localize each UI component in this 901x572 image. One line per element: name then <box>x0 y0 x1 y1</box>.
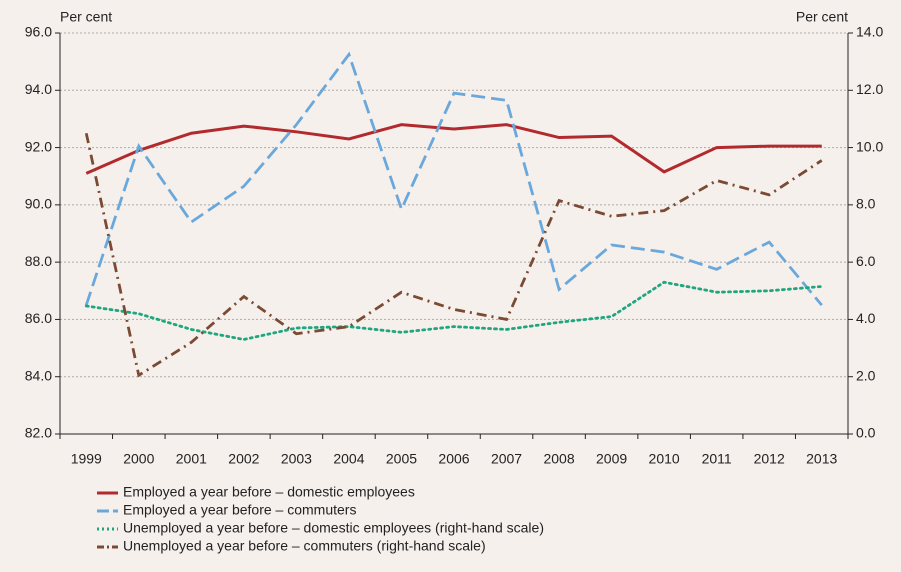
x-tick-label: 2005 <box>386 451 417 467</box>
legend-label: Employed a year before – domestic employ… <box>123 484 415 500</box>
y-axis-label: Per cent <box>60 9 112 25</box>
y-tick-label: 90.0 <box>25 196 52 212</box>
y-tick-label: 88.0 <box>25 253 52 269</box>
legend-label: Unemployed a year before – commuters (ri… <box>123 538 486 554</box>
y-tick-label: 92.0 <box>25 138 52 154</box>
series-line <box>84 132 823 378</box>
y2-tick-label: 0.0 <box>856 425 876 441</box>
x-tick-label: 2007 <box>491 451 522 467</box>
series-line <box>84 51 823 307</box>
series-line <box>84 280 824 341</box>
series-line <box>85 123 822 175</box>
y2-tick-label: 12.0 <box>856 81 883 97</box>
legend-label: Employed a year before – commuters <box>123 502 356 518</box>
y2-tick-label: 4.0 <box>856 310 876 326</box>
y2-axis-label: Per cent <box>796 9 848 25</box>
x-tick-label: 2011 <box>702 451 732 467</box>
y2-tick-label: 14.0 <box>856 24 883 40</box>
x-tick-label: 2004 <box>333 451 364 467</box>
x-tick-label: 2000 <box>123 451 154 467</box>
x-tick-label: 2009 <box>596 451 627 467</box>
x-tick-label: 2003 <box>281 451 312 467</box>
x-tick-label: 2012 <box>754 451 785 467</box>
x-tick-label: 2010 <box>649 451 680 467</box>
x-tick-label: 2002 <box>228 451 259 467</box>
legend-label: Unemployed a year before – domestic empl… <box>123 520 544 536</box>
x-tick-label: 2001 <box>176 451 207 467</box>
x-tick-label: 1999 <box>71 451 102 467</box>
y-tick-label: 86.0 <box>25 310 52 326</box>
y-tick-label: 94.0 <box>25 81 52 97</box>
y2-tick-label: 6.0 <box>856 253 876 269</box>
x-tick-label: 2006 <box>438 451 469 467</box>
y-tick-label: 82.0 <box>25 425 52 441</box>
x-tick-label: 2008 <box>543 451 574 467</box>
y2-tick-label: 2.0 <box>856 367 876 383</box>
y-tick-label: 96.0 <box>25 24 52 40</box>
y2-tick-label: 8.0 <box>856 196 876 212</box>
y-tick-label: 84.0 <box>25 367 52 383</box>
y2-tick-label: 10.0 <box>856 138 883 154</box>
x-tick-label: 2013 <box>806 451 837 467</box>
